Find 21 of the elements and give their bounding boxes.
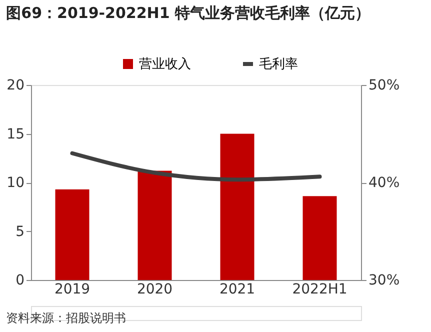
x-tick-label: 2020 [136, 282, 173, 298]
legend-label: 毛利率 [259, 56, 298, 72]
y2-tick-label: 30% [368, 272, 400, 288]
y-tick-label: 20 [6, 78, 24, 94]
y-tick-label: 10 [6, 175, 24, 191]
x-tick-label: 2022H1 [292, 282, 348, 298]
y2-tick-label: 40% [368, 175, 400, 191]
x-tick-label: 2019 [54, 282, 90, 298]
legend-label: 营业收入 [139, 57, 191, 72]
y2-tick-label: 50% [368, 78, 400, 94]
bar [302, 196, 337, 280]
text: 资料来源：招股说明书 [6, 311, 126, 325]
bar [220, 134, 254, 280]
y-tick-label: 15 [6, 126, 24, 142]
y-tick-label: 5 [16, 224, 24, 240]
line-series [70, 151, 322, 182]
chart-title: 图69：2019-2022H1 特气业务营收毛利率（亿元） [6, 4, 370, 22]
bar [55, 189, 90, 280]
y-tick-label: 0 [16, 272, 24, 288]
bar [138, 170, 172, 280]
x-tick-label: 2021 [219, 282, 256, 298]
